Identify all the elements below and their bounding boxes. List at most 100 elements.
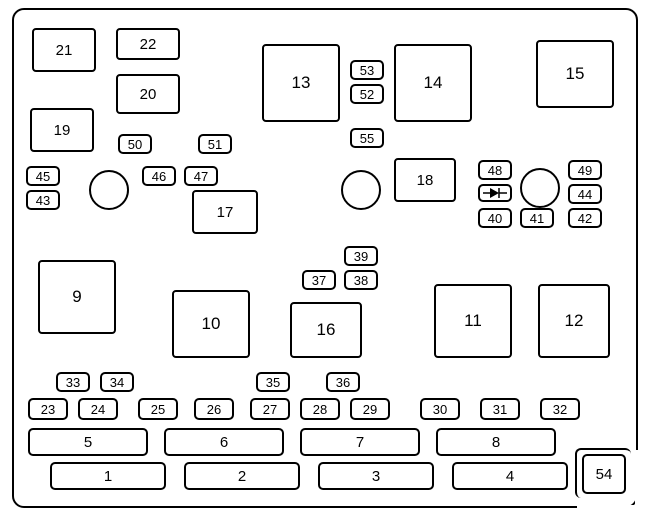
fuse-31: 31 [480,398,520,420]
fuse-label: 4 [506,468,514,485]
fuse-label: 32 [553,402,567,417]
fuse-26: 26 [194,398,234,420]
fuse-19: 19 [30,108,94,152]
fuse-53: 53 [350,60,384,80]
fuse-20: 20 [116,74,180,114]
fuse-label: 13 [292,73,311,93]
fuse-label: 46 [152,169,166,184]
fuse-label: 12 [565,311,584,331]
fuse-label: 55 [360,131,374,146]
fuse-3: 3 [318,462,434,490]
fuse-7: 7 [300,428,420,456]
fuse-label: 45 [36,169,50,184]
fuse-label: 41 [530,211,544,226]
fuse-label: 14 [424,73,443,93]
fuse-5: 5 [28,428,148,456]
fuse-box-diagram: 2122201353521415195051554543464717184849… [0,0,650,516]
fuse-14: 14 [394,44,472,122]
fuse-label: 51 [208,137,222,152]
fuse-label: 18 [417,172,434,189]
fuse-43: 43 [26,190,60,210]
fuse-label: 50 [128,137,142,152]
fuse-label: 22 [140,36,157,53]
fuse-label: 54 [596,466,613,483]
fuse-label: 33 [66,375,80,390]
relay-circle [520,168,560,208]
fuse-18: 18 [394,158,456,202]
diode-box [478,184,512,202]
fuse-24: 24 [78,398,118,420]
fuse-label: 29 [363,402,377,417]
fuse-8: 8 [436,428,556,456]
fuse-label: 37 [312,273,326,288]
fuse-label: 28 [313,402,327,417]
fuse-label: 8 [492,434,500,451]
fuse-55: 55 [350,128,384,148]
fuse-label: 20 [140,86,157,103]
fuse-label: 35 [266,375,280,390]
fuse-30: 30 [420,398,460,420]
fuse-42: 42 [568,208,602,228]
fuse-label: 17 [217,204,234,221]
fuse-label: 23 [41,402,55,417]
fuse-label: 26 [207,402,221,417]
fuse-label: 15 [566,64,585,84]
fuse-50: 50 [118,134,152,154]
fuse-label: 24 [91,402,105,417]
fuse-33: 33 [56,372,90,392]
fuse-10: 10 [172,290,250,358]
fuse-23: 23 [28,398,68,420]
fuse-label: 43 [36,193,50,208]
fuse-32: 32 [540,398,580,420]
fuse-label: 10 [202,314,221,334]
fuse-1: 1 [50,462,166,490]
fuse-39: 39 [344,246,378,266]
fuse-label: 30 [433,402,447,417]
fuse-label: 5 [84,434,92,451]
fuse-label: 25 [151,402,165,417]
fuse-38: 38 [344,270,378,290]
fuse-11: 11 [434,284,512,358]
fuse-label: 36 [336,375,350,390]
fuse-label: 39 [354,249,368,264]
fuse-35: 35 [256,372,290,392]
fuse-37: 37 [302,270,336,290]
fuse-48: 48 [478,160,512,180]
fuse-label: 44 [578,187,592,202]
fuse-34: 34 [100,372,134,392]
fuse-label: 31 [493,402,507,417]
fuse-label: 6 [220,434,228,451]
fuse-2: 2 [184,462,300,490]
fuse-label: 3 [372,468,380,485]
fuse-12: 12 [538,284,610,358]
fuse-47: 47 [184,166,218,186]
relay-circle [341,170,381,210]
fuse-15: 15 [536,40,614,108]
fuse-44: 44 [568,184,602,204]
fuse-41: 41 [520,208,554,228]
fuse-9: 9 [38,260,116,334]
fuse-label: 9 [72,287,81,307]
fuse-label: 40 [488,211,502,226]
fuse-27: 27 [250,398,290,420]
fuse-6: 6 [164,428,284,456]
relay-circle [89,170,129,210]
fuse-label: 49 [578,163,592,178]
fuse-13: 13 [262,44,340,122]
fuse-label: 19 [54,122,71,139]
fuse-21: 21 [32,28,96,72]
fuse-label: 7 [356,434,364,451]
fuse-label: 27 [263,402,277,417]
fuse-label: 21 [56,42,73,59]
fuse-29: 29 [350,398,390,420]
fuse-label: 53 [360,63,374,78]
fuse-17: 17 [192,190,258,234]
fuse-51: 51 [198,134,232,154]
fuse-49: 49 [568,160,602,180]
fuse-25: 25 [138,398,178,420]
fuse-45: 45 [26,166,60,186]
fuse-36: 36 [326,372,360,392]
fuse-label: 1 [104,468,112,485]
fuse-label: 47 [194,169,208,184]
fuse-label: 16 [317,320,336,340]
